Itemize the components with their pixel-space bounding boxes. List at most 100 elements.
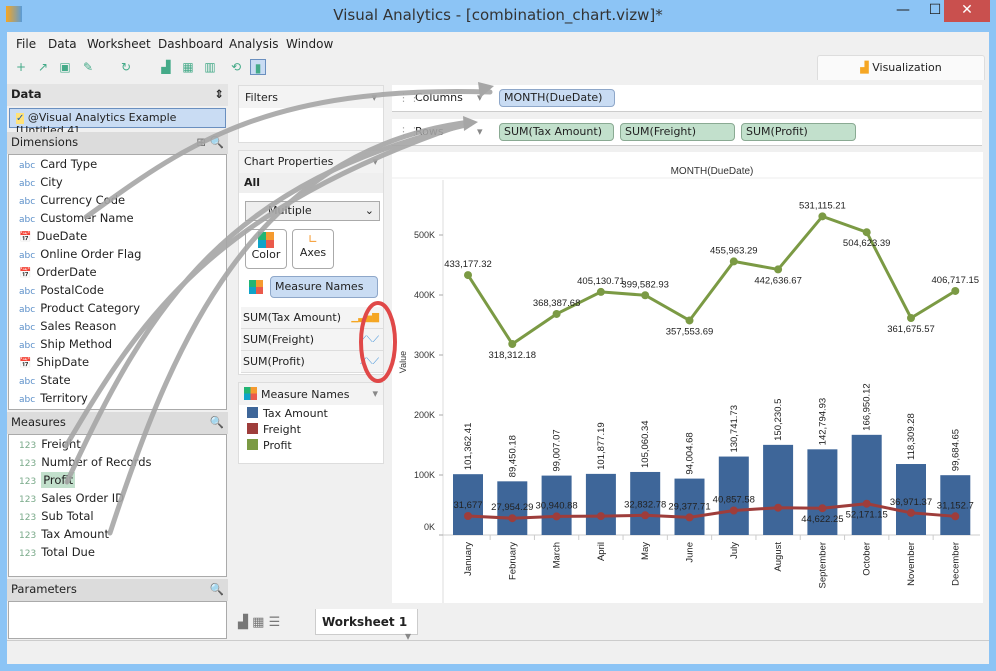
- list-icon[interactable]: ☰: [268, 615, 281, 630]
- chart-measure-row[interactable]: SUM(Profit) ⟋⟍⟋: [241, 351, 383, 373]
- refresh-icon[interactable]: ↻: [120, 60, 132, 74]
- measure-item[interactable]: 123 Sub Total: [19, 509, 94, 523]
- rows-pill[interactable]: SUM(Tax Amount): [499, 123, 614, 141]
- bar-data-label: 101,362.41: [463, 423, 474, 471]
- maximize-button[interactable]: ☐: [928, 2, 942, 18]
- columns-shelf[interactable]: ⋮⋮ Columns ▾ MONTH(DueDate): [392, 85, 982, 112]
- line-chart-icon[interactable]: ⟋⟍⟋: [360, 335, 379, 345]
- x-tick-label: July: [729, 542, 740, 559]
- columns-pill[interactable]: MONTH(DueDate): [499, 89, 615, 107]
- close-button[interactable]: ✕: [944, 0, 990, 22]
- bar-data-label: 94,004.68: [685, 432, 696, 474]
- sort-icon[interactable]: ⇕: [214, 87, 224, 101]
- open-icon[interactable]: ↗: [37, 60, 49, 74]
- color-button[interactable]: Color: [245, 229, 287, 269]
- point-data-label: 44,622.25: [801, 514, 843, 525]
- title-bar: Visual Analytics - [combination_chart.vi…: [0, 0, 996, 32]
- dimension-item[interactable]: abc Online Order Flag: [19, 247, 142, 261]
- rows-shelf[interactable]: ⋮⋮ Rows ▾ SUM(Tax Amount) SUM(Freight) SUM…: [392, 119, 982, 146]
- color-icon: [258, 232, 274, 248]
- swap-icon[interactable]: ⟲: [230, 60, 242, 74]
- new-icon[interactable]: +: [15, 60, 27, 74]
- text-field-icon: abc: [19, 395, 36, 405]
- dimensions-header: Dimensions ⊞ 🔍: [7, 132, 228, 154]
- dimension-item[interactable]: abc State: [19, 373, 71, 387]
- checkbox-icon: ✓: [16, 113, 25, 124]
- measure-item[interactable]: 123 Tax Amount: [19, 527, 110, 541]
- dimension-item[interactable]: abc Currency Code: [19, 193, 126, 207]
- rows-pill[interactable]: SUM(Freight): [620, 123, 735, 141]
- measure-item[interactable]: 123 Sales Order ID: [19, 491, 125, 505]
- search-icon[interactable]: 🔍: [209, 415, 224, 429]
- y-tick-label: 100K: [414, 470, 435, 480]
- new-dashboard-icon[interactable]: ▦: [182, 60, 194, 74]
- dimension-item[interactable]: abc Card Type: [19, 157, 98, 171]
- measure-item[interactable]: 123 Number of Records: [19, 455, 152, 469]
- x-tick-label: December: [950, 542, 961, 586]
- measure-item[interactable]: 123 Freight: [19, 437, 81, 451]
- chart-icon[interactable]: ▥: [204, 60, 216, 74]
- number-field-icon: 123: [19, 459, 37, 469]
- mark-type-select[interactable]: Multiple ⌄: [245, 201, 380, 221]
- search-icon[interactable]: ⊞ 🔍: [196, 135, 224, 149]
- filters-panel[interactable]: Filters ▾: [238, 85, 384, 143]
- menu-data[interactable]: Data: [48, 37, 77, 51]
- chart-measure-row[interactable]: SUM(Freight) ⟋⟍⟋: [241, 329, 383, 351]
- app-icon: [6, 6, 22, 22]
- point-data-label: 357,553.69: [666, 326, 714, 337]
- menu-dashboard[interactable]: Dashboard: [158, 37, 224, 51]
- new-dashboard-icon[interactable]: ▦: [252, 615, 265, 630]
- dimension-item[interactable]: abc Ship Method: [19, 337, 113, 351]
- point-data-label: 531,115.21: [799, 200, 846, 211]
- new-worksheet-icon[interactable]: ▟: [238, 615, 248, 630]
- tab-worksheet-1[interactable]: Worksheet 1 ▾: [315, 609, 418, 643]
- dimension-item[interactable]: abc Customer Name: [19, 211, 134, 225]
- line-chart-icon[interactable]: ⟋⟍⟋: [360, 357, 379, 367]
- chart-measure-row[interactable]: SUM(Tax Amount) ▁▃▅▇: [241, 307, 383, 329]
- chart-properties-panel: Chart Properties ▾ All Multiple ⌄ Color ∟ A…: [238, 150, 384, 375]
- combination-chart: MONTH(DueDate) 0K 100K 200K 300K 400K 500K Valu…: [392, 166, 983, 603]
- color-field-pill[interactable]: Measure Names: [270, 276, 378, 298]
- rows-pill[interactable]: SUM(Profit): [741, 123, 856, 141]
- data-source[interactable]: ✓ @Visual Analytics Example [Untitled 4]: [9, 108, 226, 137]
- point-data-label: 433,177.32: [444, 259, 492, 270]
- point-freight: [729, 506, 738, 515]
- new-worksheet-icon[interactable]: ▟: [161, 60, 171, 74]
- minimize-button[interactable]: —: [896, 2, 910, 18]
- tab-all[interactable]: All: [239, 173, 383, 193]
- dimension-item[interactable]: abc Product Category: [19, 301, 141, 315]
- menu-worksheet[interactable]: Worksheet: [87, 37, 151, 51]
- dimension-item[interactable]: 📅 DueDate: [19, 229, 88, 243]
- presentation-icon[interactable]: ▮: [250, 59, 266, 75]
- dimension-item[interactable]: 📅 OrderDate: [19, 265, 97, 279]
- search-icon[interactable]: 🔍: [209, 582, 224, 596]
- menu-analysis[interactable]: Analysis: [229, 37, 279, 51]
- bar-chart-icon[interactable]: ▁▃▅▇: [351, 313, 379, 323]
- measures-header: Measures 🔍: [7, 412, 228, 434]
- dimension-item[interactable]: abc Sales Reason: [19, 319, 117, 333]
- dimension-item[interactable]: abc PostalCode: [19, 283, 104, 297]
- menu-file[interactable]: File: [16, 37, 37, 51]
- measure-item[interactable]: 123 Profit: [19, 472, 76, 488]
- connect-icon[interactable]: ✎: [82, 60, 94, 74]
- menu-window[interactable]: Window: [286, 37, 334, 51]
- legend-item[interactable]: Freight: [247, 423, 383, 439]
- dimension-item[interactable]: abc Territory: [19, 391, 88, 405]
- axes-button[interactable]: ∟ Axes: [292, 229, 334, 269]
- legend-item[interactable]: Profit: [247, 439, 383, 455]
- measure-item[interactable]: 123 Total Due: [19, 545, 95, 559]
- tab-visualization[interactable]: ▟ Visualization: [817, 55, 985, 80]
- point-freight: [685, 513, 694, 522]
- axes-icon: ∟: [307, 232, 319, 246]
- bar-tax-amount: [674, 478, 705, 535]
- filters-title: Filters ▾: [239, 86, 383, 108]
- dimension-item[interactable]: 📅 ShipDate: [19, 355, 90, 369]
- point-freight: [907, 508, 915, 517]
- chart-properties-title: Chart Properties ▾: [239, 151, 383, 173]
- save-icon[interactable]: ▣: [59, 60, 71, 74]
- legend-item[interactable]: Tax Amount: [247, 407, 383, 423]
- dimension-item[interactable]: abc City: [19, 175, 63, 189]
- measures-list: 123 Freight 123 Number of Records 123 Profit 1…: [8, 434, 227, 577]
- point-profit: [641, 291, 650, 300]
- x-tick-label: August: [773, 542, 784, 572]
